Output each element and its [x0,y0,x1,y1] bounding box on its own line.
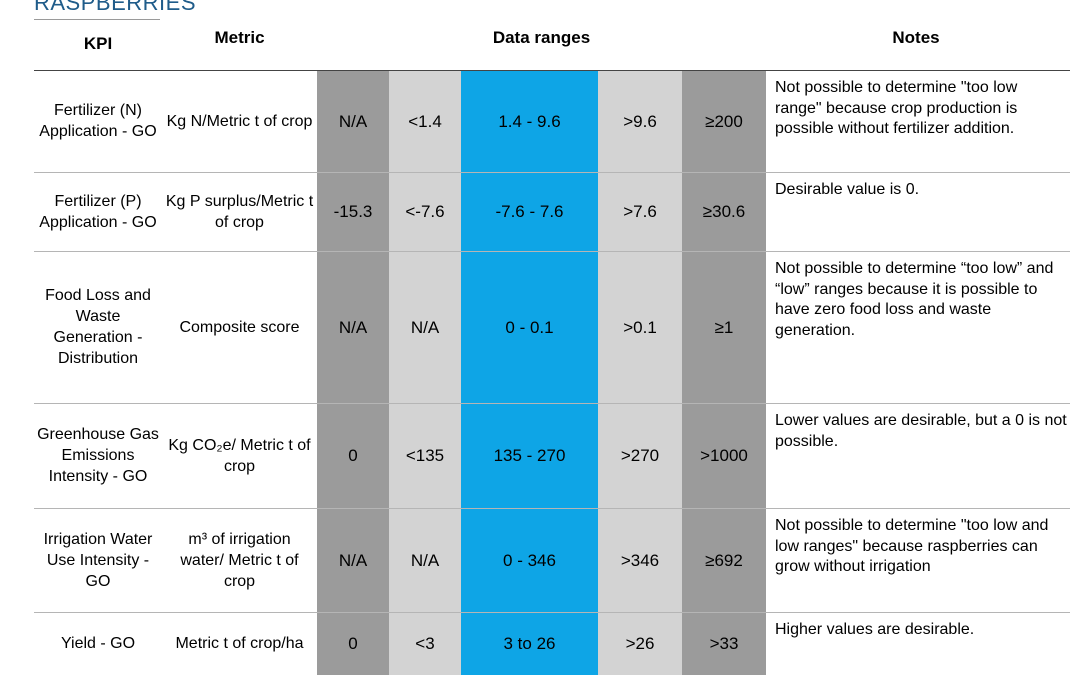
range-too-high-cell: >33 [709,634,739,653]
notes-cell: Lower values are desirable, but a 0 is n… [775,412,1067,450]
range-desirable-cell: 0 - 0.1 [505,317,554,337]
row-divider [34,251,1070,252]
band-too-low [317,70,389,675]
range-too-low-cell: -15.3 [333,202,373,221]
range-desirable-cell: -7.6 - 7.6 [495,202,564,221]
range-too-high-cell: ≥30.6 [702,202,746,221]
band-high [598,70,682,675]
range-high-cell: >0.1 [623,317,657,337]
kpi-cell: Fertilizer (N) Application - GO [39,102,157,140]
range-high-cell: >346 [620,550,660,570]
range-too-high-cell: >1000 [700,446,748,465]
range-high-cell: >26 [625,634,655,653]
kpi-cell: Yield - GO [60,635,136,652]
row-divider [34,172,1070,173]
notes-cell: Higher values are desirable. [775,621,975,638]
notes-cell: Not possible to determine “too low” and … [775,260,1054,339]
metric-cell: Kg P surplus/Metric t of crop [165,192,314,231]
kpi-cell: Food Loss and Waste Generation - Distrib… [45,287,151,367]
kpi-cell: Greenhouse Gas Emissions Intensity - GO [37,426,159,485]
band-low [389,70,461,675]
row-divider [34,612,1070,613]
notes-cell: Desirable value is 0. [775,181,920,198]
metric-cell: Kg CO₂e/ Metric t of crop [168,436,311,475]
range-high-cell: >9.6 [623,111,657,131]
range-low-cell: N/A [410,317,440,337]
range-desirable-cell: 135 - 270 [493,446,566,465]
range-low-cell: <3 [415,634,435,653]
range-too-low-cell: 0 [348,446,358,465]
kpi-cell: Fertilizer (P) Application - GO [39,192,157,231]
band-too-high [682,70,766,675]
range-low-cell: <1.4 [408,111,442,131]
header-divider [34,70,1070,71]
range-desirable-cell: 0 - 346 [503,550,556,570]
range-high-cell: >7.6 [623,202,657,221]
row-divider [34,403,1070,404]
range-too-low-cell: N/A [338,550,368,570]
header-notes: Notes [892,28,940,47]
page-heading: RASPBERRIES [34,0,196,15]
range-desirable-cell: 1.4 - 9.6 [498,111,561,131]
metric-cell: Metric t of crop/ha [175,635,304,652]
range-too-high-cell: ≥692 [705,550,743,570]
header-data-ranges: Data ranges [492,28,591,47]
range-too-low-cell: N/A [338,111,368,131]
heading-divider [34,19,160,20]
kpi-cell: Irrigation Water Use Intensity - GO [43,530,153,590]
header-kpi: KPI [83,34,113,53]
notes-cell: Not possible to determine "too low range… [775,79,1018,137]
range-low-cell: <135 [405,446,445,465]
notes-cell: Not possible to determine "too low and l… [775,517,1049,575]
metric-cell: m³ of irrigation water/ Metric t of crop [180,530,299,590]
range-desirable-cell: 3 to 26 [503,634,556,653]
range-high-cell: >270 [620,446,660,465]
range-too-low-cell: N/A [338,317,368,337]
range-too-high-cell: ≥200 [705,111,743,131]
row-divider [34,508,1070,509]
range-too-high-cell: ≥1 [714,317,734,337]
header-metric: Metric [214,28,265,47]
metric-cell: Composite score [179,318,300,336]
range-too-low-cell: 0 [348,634,358,653]
range-low-cell: <-7.6 [405,202,445,221]
metric-cell: Kg N/Metric t of crop [166,112,313,130]
band-desirable [461,70,598,675]
range-low-cell: N/A [410,550,440,570]
